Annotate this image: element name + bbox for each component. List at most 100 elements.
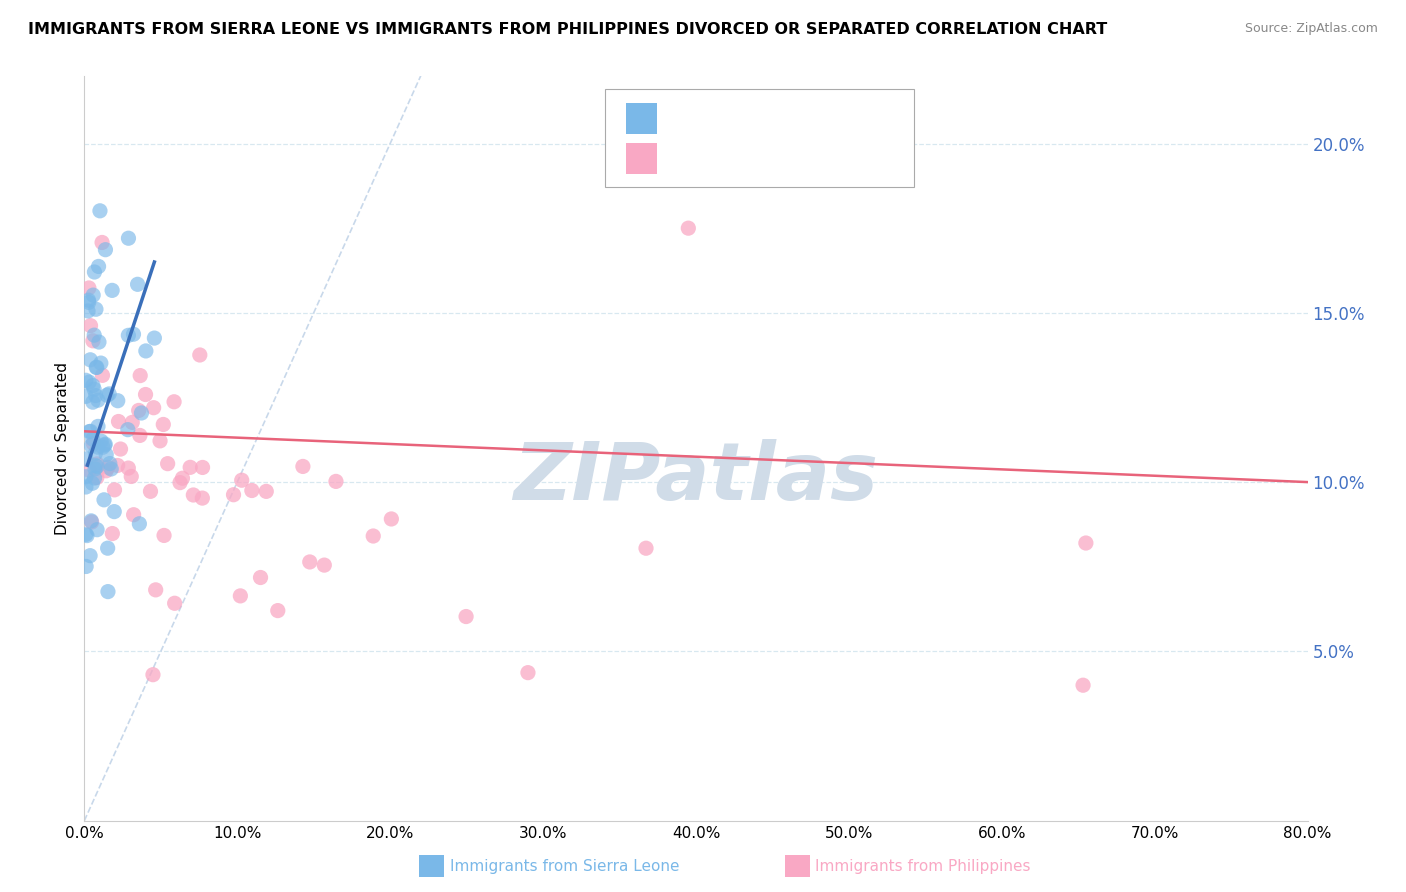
Point: [240, 483, 263, 498]
Point: [75, 480, 97, 494]
Point: [634, 541, 657, 556]
Point: [83, 471, 105, 485]
Point: [90, 356, 112, 370]
Point: [231, 473, 253, 487]
Point: [361, 529, 384, 543]
Point: [80, 439, 103, 453]
Point: [191, 460, 214, 475]
Point: [101, 526, 124, 541]
Point: [93, 438, 115, 452]
Text: ZIPatlas: ZIPatlas: [513, 439, 879, 517]
Point: [249, 570, 271, 584]
Point: [84, 302, 107, 317]
Point: [83, 382, 105, 396]
Point: [79, 352, 101, 367]
Point: [380, 512, 402, 526]
Point: [76, 528, 98, 542]
Point: [98, 457, 121, 471]
Point: [98, 387, 121, 401]
Point: [120, 469, 142, 483]
Point: [87, 393, 110, 408]
Point: [75, 469, 97, 483]
Point: [117, 423, 139, 437]
Point: [77, 304, 100, 318]
Point: [86, 470, 108, 484]
Point: [87, 260, 110, 274]
Text: 68: 68: [808, 109, 828, 128]
Point: [75, 373, 97, 387]
Point: [131, 406, 153, 420]
Point: [101, 284, 124, 298]
Point: [84, 360, 107, 375]
Point: [75, 452, 97, 467]
Point: [254, 484, 277, 499]
Point: [188, 348, 211, 362]
Point: [82, 288, 104, 302]
Point: [128, 516, 150, 531]
Point: [127, 277, 149, 292]
Point: [93, 492, 115, 507]
Point: [82, 395, 104, 409]
Point: [82, 432, 104, 446]
Y-axis label: Divorced or Separated: Divorced or Separated: [55, 362, 70, 534]
Point: [84, 446, 107, 460]
Point: [84, 458, 107, 473]
Point: [90, 434, 112, 449]
Point: [87, 334, 110, 349]
Point: [77, 463, 100, 477]
Point: [169, 475, 191, 490]
Point: [222, 488, 245, 502]
Text: 0.219: 0.219: [707, 109, 758, 128]
Point: [267, 604, 290, 618]
Point: [77, 293, 100, 308]
Point: [107, 415, 129, 429]
Point: [172, 471, 194, 485]
Point: [77, 295, 100, 310]
Point: [1071, 678, 1094, 692]
Point: [122, 508, 145, 522]
Text: Immigrants from Sierra Leone: Immigrants from Sierra Leone: [450, 859, 679, 873]
Point: [128, 428, 150, 442]
Point: [86, 459, 108, 474]
Point: [179, 460, 201, 475]
Point: [298, 555, 321, 569]
Point: [77, 281, 100, 295]
Text: -0.100: -0.100: [707, 149, 768, 168]
Text: IMMIGRANTS FROM SIERRA LEONE VS IMMIGRANTS FROM PHILIPPINES DIVORCED OR SEPARATE: IMMIGRANTS FROM SIERRA LEONE VS IMMIGRAN…: [28, 22, 1108, 37]
Point: [91, 440, 114, 454]
Text: Source: ZipAtlas.com: Source: ZipAtlas.com: [1244, 22, 1378, 36]
Point: [314, 558, 336, 573]
Text: N =: N =: [759, 149, 820, 168]
Point: [75, 559, 97, 574]
Point: [91, 368, 114, 383]
Point: [152, 417, 174, 432]
Point: [79, 549, 101, 563]
Point: [79, 425, 101, 439]
Point: [86, 360, 108, 375]
Point: [94, 464, 117, 478]
Point: [135, 387, 157, 401]
Point: [142, 401, 165, 415]
Point: [87, 440, 110, 454]
Point: [103, 505, 125, 519]
Point: [77, 425, 100, 439]
Point: [678, 221, 700, 235]
Point: [229, 589, 252, 603]
Point: [135, 343, 157, 358]
Point: [83, 265, 105, 279]
Point: [97, 541, 120, 556]
Point: [516, 665, 538, 680]
Point: [183, 488, 205, 502]
Point: [89, 203, 111, 218]
Point: [117, 328, 139, 343]
Text: N =: N =: [759, 109, 820, 128]
Point: [128, 403, 150, 417]
Point: [83, 328, 105, 343]
Point: [149, 434, 172, 448]
Point: [145, 582, 167, 597]
Point: [191, 491, 214, 505]
Point: [84, 388, 107, 402]
Point: [96, 388, 118, 402]
Point: [291, 459, 314, 474]
Point: [97, 584, 120, 599]
